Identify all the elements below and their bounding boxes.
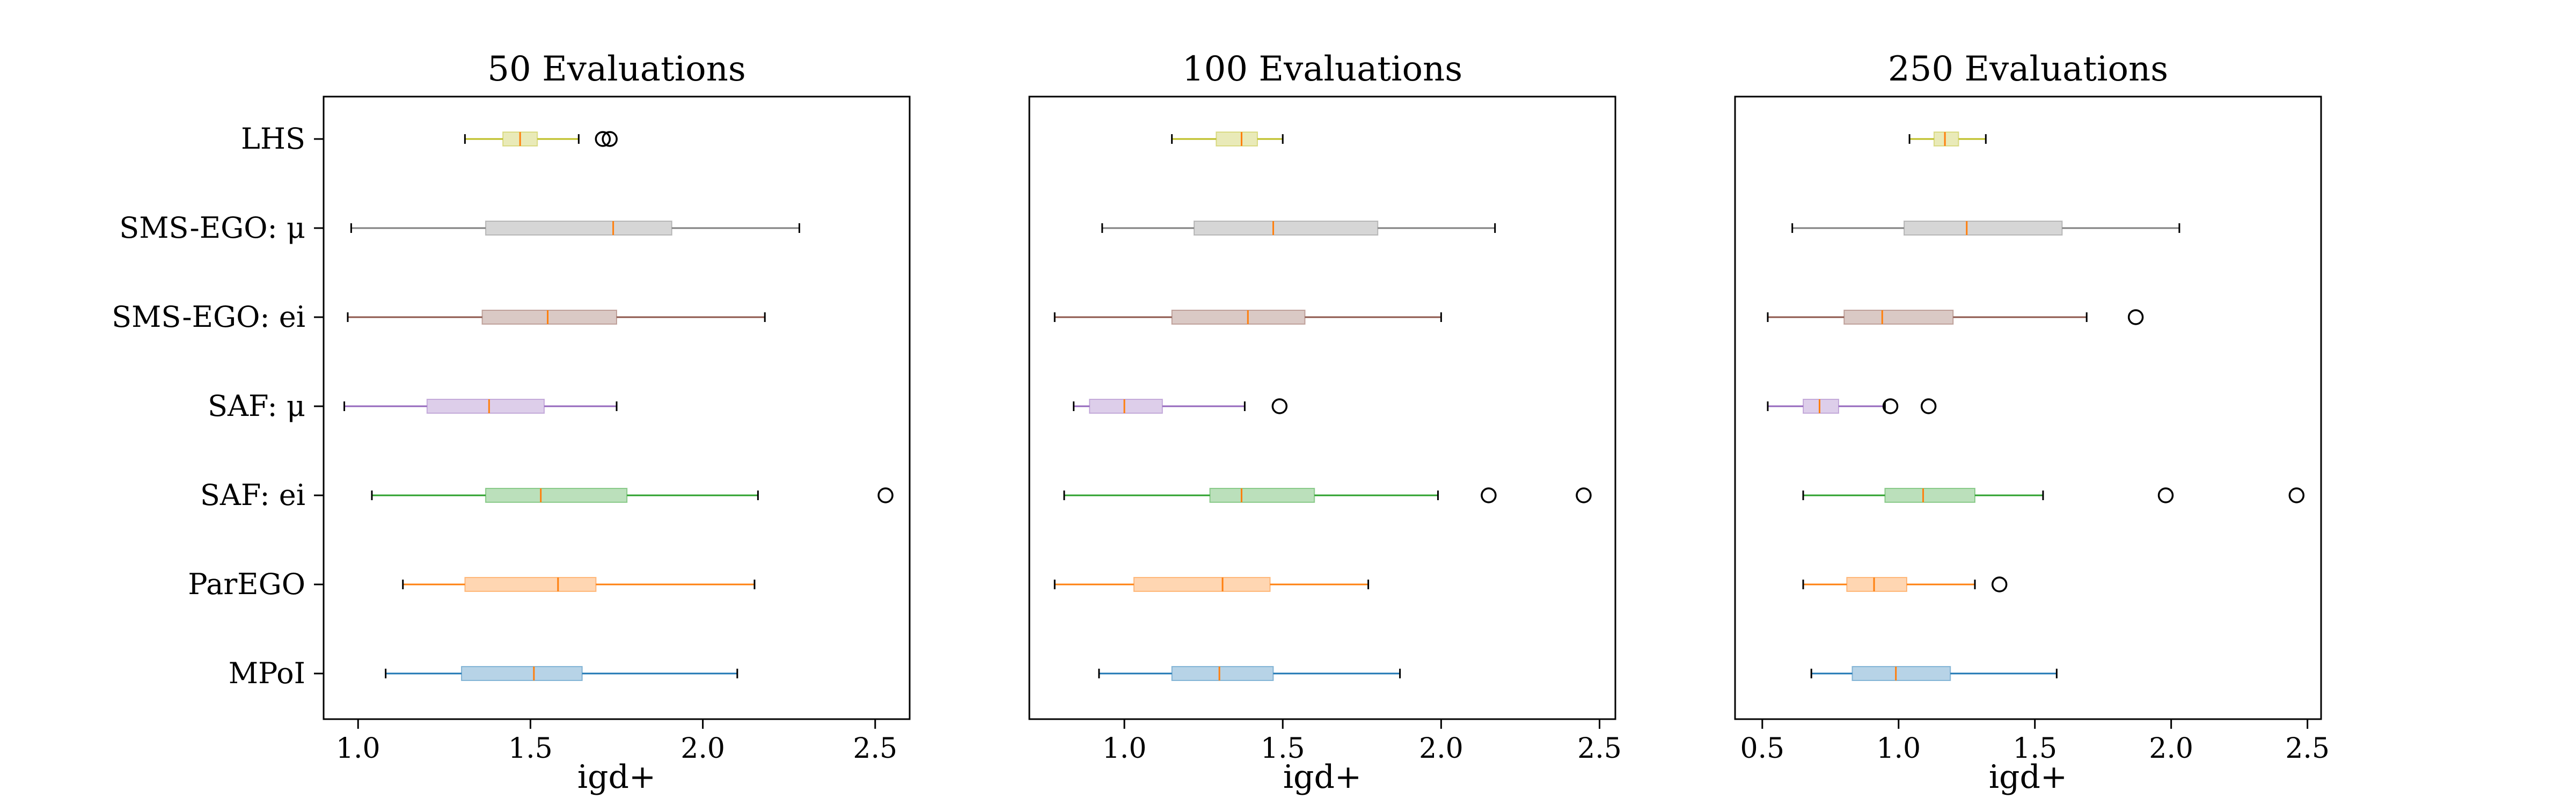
- box-iqr: [1851, 666, 1951, 681]
- x-tick-label: 0.5: [1740, 733, 1784, 765]
- x-tick-label: 1.0: [1876, 733, 1921, 765]
- outlier-point: [1481, 487, 1497, 503]
- box-iqr: [1209, 488, 1315, 503]
- x-tick-label: 2.0: [1419, 733, 1463, 765]
- outlier-point: [1271, 398, 1288, 414]
- box-lhs: [1908, 131, 1987, 147]
- outlier-point: [1882, 398, 1899, 414]
- box-iqr: [485, 488, 628, 503]
- box-lhs: [464, 131, 618, 147]
- outlier-point: [877, 487, 894, 503]
- category-label: MPoI: [229, 656, 305, 690]
- outlier-point: [602, 131, 618, 147]
- x-tick-label: 2.5: [2285, 733, 2330, 765]
- box-sms-ego-mu: [1101, 221, 1496, 236]
- box-iqr: [1171, 666, 1274, 681]
- panel-title: 250 Evaluations: [1888, 49, 2168, 89]
- outlier-point: [2157, 487, 2174, 503]
- box-iqr: [481, 310, 618, 325]
- panel-250-evaluations: 250 Evaluations 0.5 1.0 1.5 2.0 2.5 igd+: [1734, 49, 2330, 796]
- box-saf-ei: [371, 487, 894, 503]
- outlier-point: [1920, 398, 1937, 414]
- x-axis-label: igd+: [1989, 758, 2067, 796]
- box-sms-ego-ei: [1053, 310, 1442, 325]
- x-tick-label: 1.5: [1261, 733, 1305, 765]
- outlier-point: [1991, 576, 2008, 592]
- box-iqr: [1846, 577, 1907, 592]
- x-tick-label: 1.0: [1102, 733, 1147, 765]
- x-tick-label: 1.5: [2012, 733, 2057, 765]
- box-mpoi: [1098, 666, 1401, 681]
- box-parego: [402, 577, 756, 592]
- category-label: SMS-EGO: ei: [112, 300, 305, 334]
- box-iqr: [1903, 221, 2063, 236]
- plot-frame: [323, 96, 911, 720]
- panel-100-evaluations: 100 Evaluations 1.0 1.5 2.0 2.5 igd+: [1028, 49, 1622, 796]
- box-sms-ego-mu: [350, 221, 800, 236]
- box-sms-ego-ei: [1767, 309, 2144, 325]
- box-iqr: [460, 666, 583, 681]
- category-label: SAF: μ: [208, 389, 305, 423]
- box-iqr: [464, 577, 597, 592]
- x-axis-label: igd+: [577, 758, 656, 796]
- box-iqr: [485, 221, 672, 236]
- box-mpoi: [1810, 666, 2058, 681]
- box-saf-ei: [1802, 487, 2305, 503]
- plot-frame: [1734, 96, 2322, 720]
- box-iqr: [1933, 131, 1959, 147]
- box-sms-ego-mu: [1791, 221, 2180, 236]
- x-tick-label: 1.0: [336, 733, 380, 765]
- x-tick-label: 2.0: [2149, 733, 2193, 765]
- x-tick-label: 2.5: [1577, 733, 1622, 765]
- outlier-point: [2288, 487, 2305, 503]
- box-iqr: [1193, 221, 1379, 236]
- x-axis-label: igd+: [1283, 758, 1362, 796]
- category-label: SAF: ei: [200, 478, 305, 512]
- panel-title: 100 Evaluations: [1182, 49, 1462, 89]
- box-saf-mu: [1073, 398, 1288, 414]
- outlier-point: [595, 131, 611, 147]
- box-iqr: [1884, 488, 1975, 503]
- panel-title: 50 Evaluations: [487, 49, 745, 89]
- box-iqr: [1171, 310, 1306, 325]
- x-tick-label: 1.5: [508, 733, 553, 765]
- box-parego: [1053, 577, 1370, 592]
- box-saf-ei: [1063, 487, 1592, 503]
- box-iqr: [1843, 310, 1954, 325]
- outlier-point: [2127, 309, 2144, 325]
- box-saf-mu: [343, 399, 618, 414]
- category-label: ParEGO: [188, 567, 305, 601]
- box-mpoi: [385, 666, 738, 681]
- box-iqr: [1089, 399, 1163, 414]
- panel-50-evaluations: 50 Evaluations MPoI ParEGO SAF: ei SAF: μ SMS…: [112, 49, 911, 796]
- category-label: SMS-EGO: μ: [119, 211, 305, 245]
- box-parego: [1802, 576, 2008, 592]
- box-sms-ego-ei: [347, 310, 766, 325]
- box-iqr: [1802, 399, 1840, 414]
- x-tick-label: 2.5: [853, 733, 897, 765]
- box-iqr: [1133, 577, 1271, 592]
- x-tick-label: 2.0: [680, 733, 725, 765]
- box-iqr: [426, 399, 545, 414]
- box-saf-mu: [1767, 398, 1937, 414]
- category-label: LHS: [241, 122, 305, 156]
- plot-frame: [1028, 96, 1616, 720]
- outlier-point: [1576, 487, 1592, 503]
- box-lhs: [1171, 131, 1284, 147]
- box-iqr: [1216, 131, 1258, 147]
